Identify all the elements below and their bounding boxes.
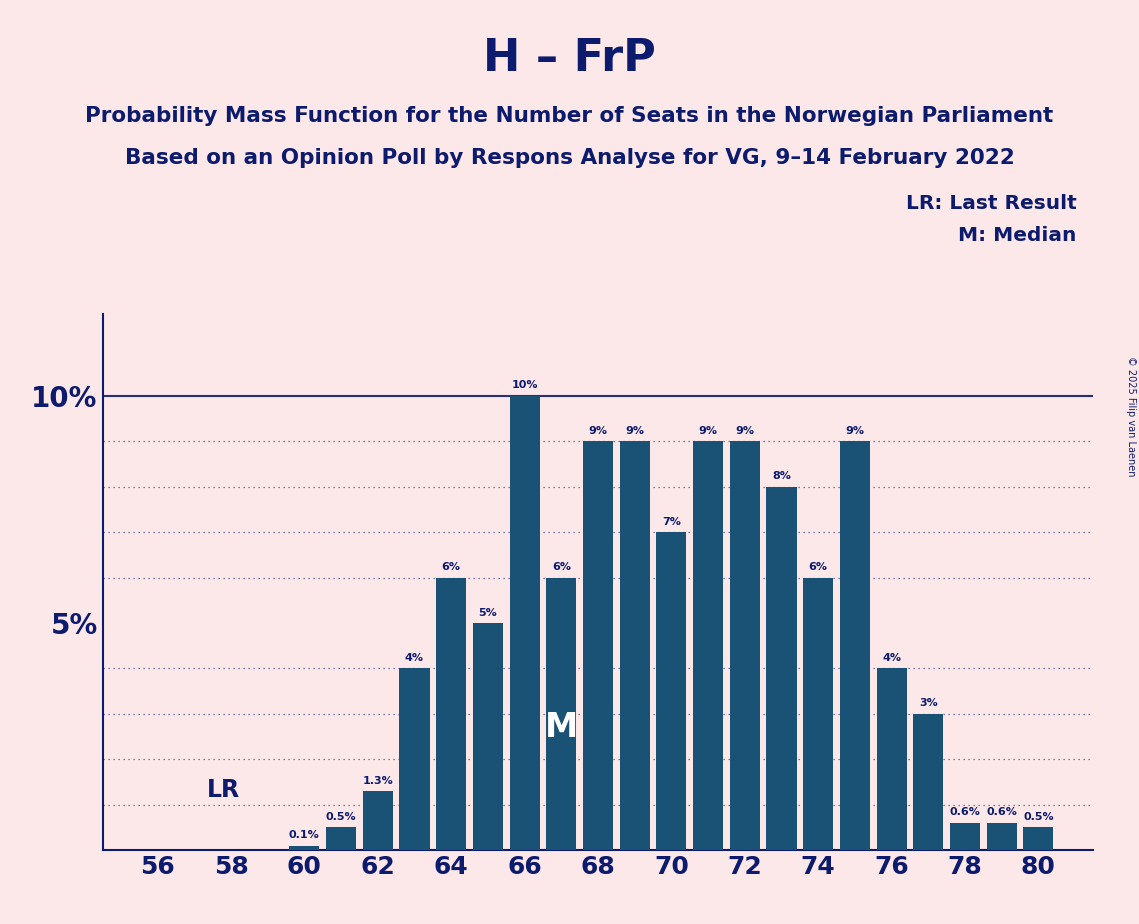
Bar [547,578,576,850]
Bar [1023,827,1054,850]
Text: Probability Mass Function for the Number of Seats in the Norwegian Parliament: Probability Mass Function for the Number… [85,106,1054,127]
Bar [583,442,613,850]
Bar [986,823,1017,850]
Text: 0.5%: 0.5% [1023,812,1054,822]
Bar [803,578,834,850]
Bar [436,578,466,850]
Text: 0.5%: 0.5% [326,812,357,822]
Text: 9%: 9% [845,426,865,436]
Text: 4%: 4% [882,653,901,663]
Text: Based on an Opinion Poll by Respons Analyse for VG, 9–14 February 2022: Based on an Opinion Poll by Respons Anal… [124,148,1015,168]
Bar [400,668,429,850]
Bar [950,823,980,850]
Text: 6%: 6% [809,562,828,572]
Bar [839,442,870,850]
Bar [767,487,796,850]
Text: 5%: 5% [478,608,498,617]
Bar [509,395,540,850]
Text: LR: LR [207,778,240,802]
Bar [913,714,943,850]
Bar [656,532,687,850]
Text: © 2025 Filip van Laenen: © 2025 Filip van Laenen [1126,356,1136,476]
Text: 8%: 8% [772,471,790,481]
Bar [362,791,393,850]
Text: 0.1%: 0.1% [289,830,320,840]
Text: 9%: 9% [589,426,607,436]
Text: LR: Last Result: LR: Last Result [906,194,1076,213]
Bar [326,827,357,850]
Text: M: Median: M: Median [958,226,1076,246]
Text: 0.6%: 0.6% [950,808,981,818]
Text: 6%: 6% [442,562,460,572]
Text: 4%: 4% [405,653,424,663]
Text: 9%: 9% [736,426,754,436]
Text: 10%: 10% [511,381,538,391]
Text: 9%: 9% [698,426,718,436]
Text: H – FrP: H – FrP [483,37,656,80]
Bar [730,442,760,850]
Bar [473,623,503,850]
Text: 7%: 7% [662,517,681,527]
Text: 6%: 6% [551,562,571,572]
Bar [289,845,319,850]
Text: 0.6%: 0.6% [986,808,1017,818]
Bar [620,442,649,850]
Text: 1.3%: 1.3% [362,775,393,785]
Text: 3%: 3% [919,699,937,709]
Text: 9%: 9% [625,426,645,436]
Bar [877,668,907,850]
Bar [693,442,723,850]
Text: M: M [544,711,577,744]
